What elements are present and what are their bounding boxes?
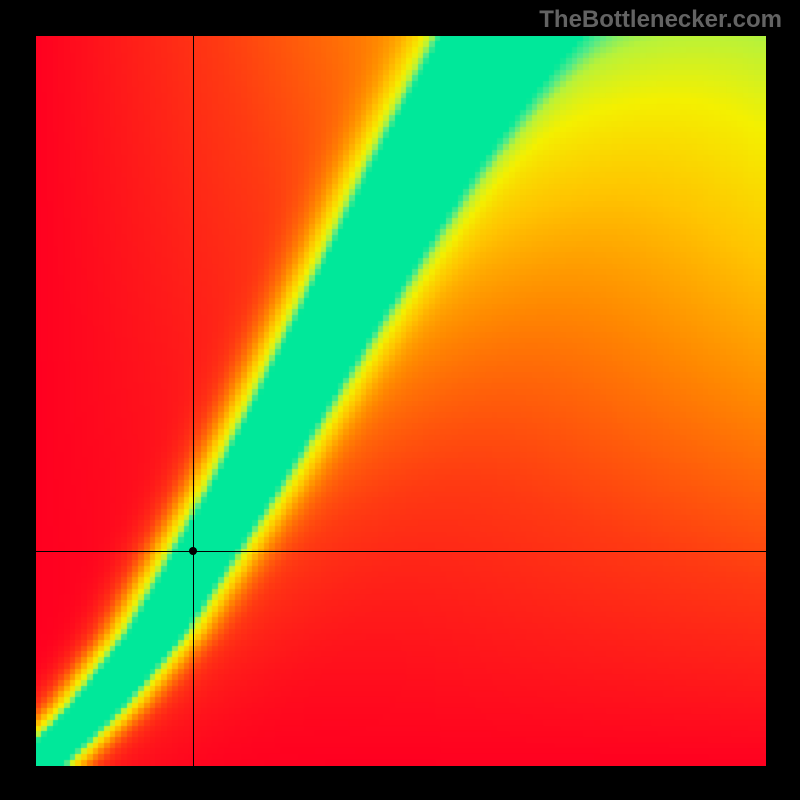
crosshair-vertical [193,36,194,766]
crosshair-horizontal [36,551,766,552]
chart-container: TheBottlenecker.com [0,0,800,800]
heatmap-canvas [36,36,766,766]
crosshair-marker-point [189,547,197,555]
watermark-text: TheBottlenecker.com [539,6,782,34]
